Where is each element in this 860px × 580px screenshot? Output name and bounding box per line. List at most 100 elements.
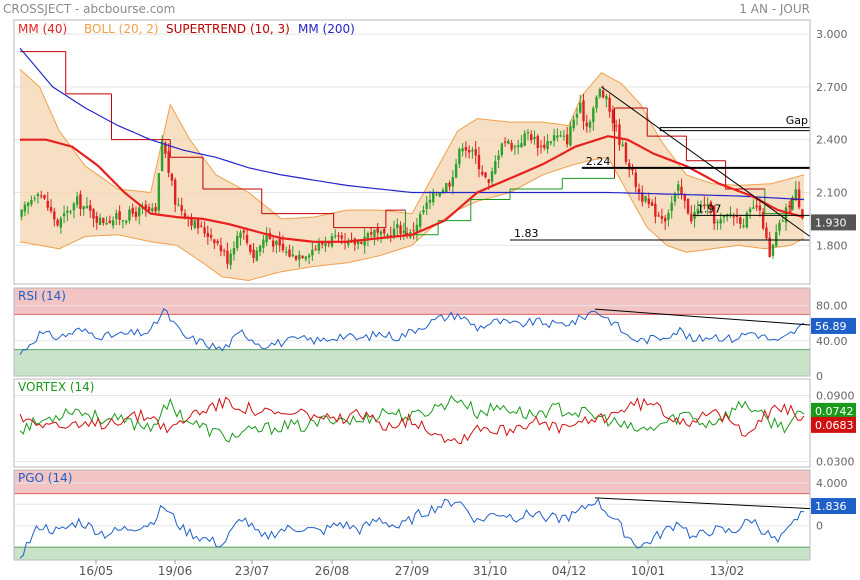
candle xyxy=(62,205,66,224)
candle-body xyxy=(680,186,683,195)
rsi-y-tick: 0 xyxy=(816,370,823,383)
price-panel: 3.000 2.700 2.400 2.100 1.800 Gap 2.24 1.97 1.83… xyxy=(13,19,856,285)
candle-body xyxy=(376,228,379,233)
candle-body xyxy=(69,211,72,213)
candle xyxy=(425,196,428,216)
candle xyxy=(124,219,128,225)
candle-body xyxy=(595,96,598,109)
candle-body xyxy=(53,211,56,220)
price-last-tag: 1.930 xyxy=(811,214,856,231)
candle xyxy=(569,121,572,147)
candle-body xyxy=(170,173,174,181)
candle xyxy=(536,134,539,156)
candle-body xyxy=(183,213,187,218)
candle xyxy=(422,205,425,215)
candle-body xyxy=(177,204,180,206)
candle-body xyxy=(500,143,504,156)
candle-body xyxy=(487,179,490,183)
candle-body xyxy=(735,215,739,217)
candle xyxy=(477,146,481,178)
candle xyxy=(206,225,210,245)
rsi-title: RSI (14) xyxy=(18,289,66,303)
candle xyxy=(20,209,23,221)
candle-body xyxy=(660,216,664,219)
candle-body xyxy=(530,134,533,141)
candle-body xyxy=(575,114,579,118)
x-tick-label: 10/01 xyxy=(631,564,666,578)
candle xyxy=(363,228,366,254)
candle-body xyxy=(43,195,46,199)
candle xyxy=(650,199,654,206)
candle-body xyxy=(40,195,43,197)
candle xyxy=(160,135,164,172)
candle xyxy=(285,246,288,256)
candle xyxy=(36,192,40,204)
candle xyxy=(334,229,337,239)
candle xyxy=(415,218,419,241)
candle xyxy=(572,115,575,132)
rsi-last-tag: 56.89 xyxy=(811,317,856,334)
candle xyxy=(383,227,386,238)
candle-body xyxy=(765,227,768,239)
price-y-tick: 1.800 xyxy=(816,239,848,252)
x-tick-label: 04/12 xyxy=(552,564,587,578)
candle xyxy=(249,244,252,255)
candle xyxy=(92,208,95,228)
candle-body xyxy=(585,122,588,127)
candle xyxy=(79,190,82,217)
vortex-minus-tag-bg xyxy=(811,416,856,433)
candle-body xyxy=(62,213,66,217)
candle-body xyxy=(216,240,219,244)
candle xyxy=(490,167,494,186)
gap-band xyxy=(659,127,811,132)
candle xyxy=(180,197,183,216)
candle-body xyxy=(209,234,213,238)
candle-body xyxy=(72,203,76,211)
candle-body xyxy=(428,199,432,203)
candle-body xyxy=(425,202,428,209)
candle-body xyxy=(396,224,399,229)
candle xyxy=(657,211,660,217)
candle-body xyxy=(366,233,370,239)
candle-body xyxy=(598,89,602,97)
candle-body xyxy=(719,219,722,224)
candle xyxy=(794,180,798,202)
candle xyxy=(418,211,422,233)
candle-body xyxy=(115,213,118,220)
candle-body xyxy=(742,225,745,227)
candle xyxy=(494,155,497,175)
price-trendline xyxy=(601,86,811,237)
candle xyxy=(605,93,608,108)
candle xyxy=(131,203,134,217)
candle xyxy=(683,193,686,209)
candle xyxy=(781,216,784,223)
candle-body xyxy=(144,204,147,209)
candle-body xyxy=(291,254,294,256)
candle xyxy=(526,128,530,141)
candle xyxy=(592,106,595,131)
candle-body xyxy=(761,212,765,229)
candle xyxy=(209,228,213,241)
candle xyxy=(294,255,298,262)
candle xyxy=(703,196,706,210)
candle-body xyxy=(415,224,419,233)
candle xyxy=(213,238,216,250)
candle-body xyxy=(75,196,79,205)
candle-body xyxy=(422,209,425,213)
candle xyxy=(402,222,406,241)
candle xyxy=(706,197,709,215)
candle-body xyxy=(507,140,510,144)
candle-body xyxy=(451,177,455,187)
candle xyxy=(154,203,157,215)
rsi-oversold-zone xyxy=(14,349,810,376)
candle xyxy=(663,215,667,230)
candle xyxy=(379,229,383,243)
vortex-frame xyxy=(13,378,811,468)
candle xyxy=(634,168,637,193)
candle xyxy=(481,165,484,177)
candle-body xyxy=(654,203,657,217)
candle xyxy=(245,227,249,246)
candle xyxy=(552,128,556,147)
candle xyxy=(696,200,700,217)
